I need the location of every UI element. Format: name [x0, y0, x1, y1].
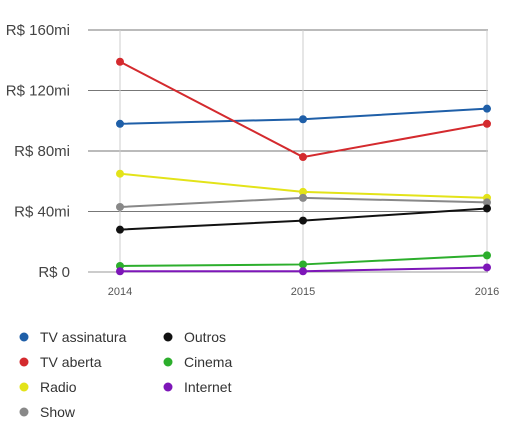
data-point	[483, 251, 491, 260]
legend-marker	[19, 407, 29, 417]
x-tick-label: 2015	[291, 286, 315, 298]
y-tick-label: R$ 0	[38, 264, 70, 281]
legend-label: Radio	[40, 379, 77, 395]
data-point	[483, 263, 491, 272]
y-tick-label: R$ 40mi	[14, 204, 70, 221]
x-tick-label: 2014	[108, 286, 132, 298]
legend-label: TV aberta	[40, 354, 102, 370]
data-point	[483, 104, 491, 113]
data-point	[299, 193, 307, 202]
legend-marker	[163, 357, 173, 367]
data-point	[483, 204, 491, 213]
legend-label: Internet	[184, 379, 232, 395]
data-point	[483, 119, 491, 128]
data-point	[299, 153, 307, 162]
data-point	[116, 119, 124, 128]
data-point	[299, 260, 307, 269]
legend-marker	[19, 332, 29, 342]
data-point	[116, 202, 124, 211]
y-tick-label: R$ 120mi	[6, 83, 70, 100]
data-point	[299, 267, 307, 276]
data-point	[116, 57, 124, 66]
data-point	[299, 115, 307, 124]
legend-marker	[163, 382, 173, 392]
y-tick-label: R$ 80mi	[14, 143, 70, 160]
legend-marker	[163, 332, 173, 342]
legend-label: Outros	[184, 329, 226, 345]
legend-marker	[19, 357, 29, 367]
legend-marker	[19, 382, 29, 392]
legend-label: TV assinatura	[40, 329, 127, 345]
legend-label: Cinema	[184, 354, 232, 370]
data-point	[116, 267, 124, 276]
x-tick-label: 2016	[475, 286, 499, 298]
y-tick-label: R$ 160mi	[6, 22, 70, 39]
data-point	[116, 169, 124, 178]
data-point	[299, 187, 307, 196]
legend-label: Show	[40, 404, 76, 420]
data-point	[483, 198, 491, 207]
data-point	[116, 225, 124, 234]
data-point	[299, 216, 307, 225]
